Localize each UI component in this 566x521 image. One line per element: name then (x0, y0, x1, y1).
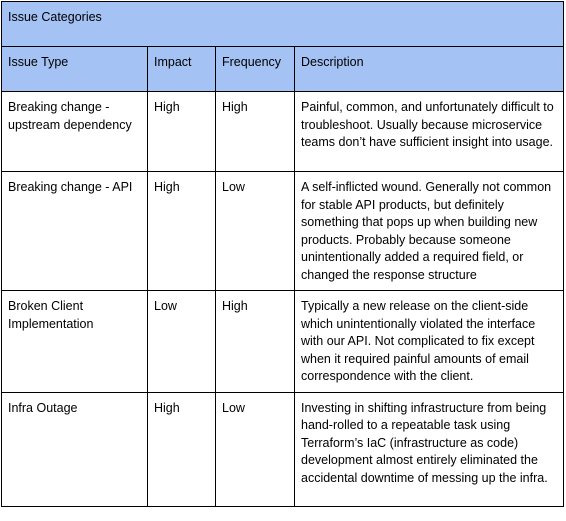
table-row: Infra Outage High Low Investing in shift… (1, 391, 564, 507)
header-description: Description (294, 46, 564, 92)
header-frequency: Frequency (215, 46, 295, 92)
table-row: Broken Client Implementation Low High Ty… (1, 290, 564, 393)
cell-frequency: High (215, 290, 295, 393)
table-row: Breaking change - API High Low A self-in… (1, 171, 564, 291)
table-title-row: Issue Categories (1, 1, 564, 47)
table-row: Breaking change - upstream dependency Hi… (1, 91, 564, 172)
cell-issue-type: Breaking change - API (1, 171, 148, 291)
header-impact: Impact (147, 46, 216, 92)
cell-impact: High (147, 91, 216, 172)
table-header-row: Issue Type Impact Frequency Description (1, 46, 564, 92)
issue-categories-table: Issue Categories Issue Type Impact Frequ… (1, 1, 564, 507)
table-title: Issue Categories (1, 1, 564, 47)
cell-description: A self-inflicted wound. Generally not co… (294, 171, 564, 291)
cell-issue-type: Broken Client Implementation (1, 290, 148, 393)
header-issue-type: Issue Type (1, 46, 148, 92)
cell-impact: High (147, 391, 216, 507)
cell-frequency: Low (215, 391, 295, 507)
cell-description: Painful, common, and unfortunately diffi… (294, 91, 564, 172)
cell-issue-type: Infra Outage (1, 391, 148, 507)
cell-issue-type: Breaking change - upstream dependency (1, 91, 148, 172)
cell-description: Typically a new release on the client-si… (294, 290, 564, 393)
cell-frequency: Low (215, 171, 295, 291)
cell-frequency: High (215, 91, 295, 172)
cell-description: Investing in shifting infrastructure fro… (294, 391, 564, 507)
cell-impact: High (147, 171, 216, 291)
cell-impact: Low (147, 290, 216, 393)
